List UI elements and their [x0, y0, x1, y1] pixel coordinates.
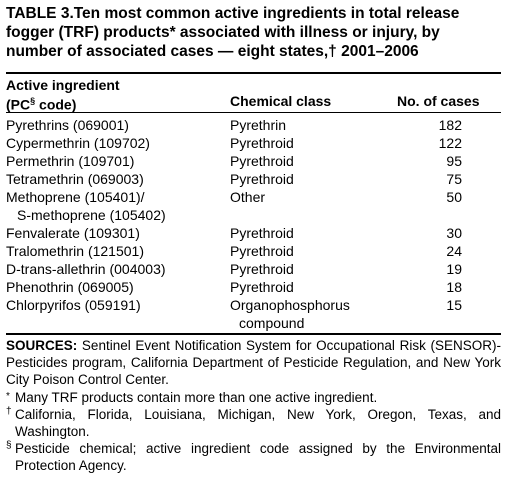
- header-chemical-class: Chemical class: [230, 93, 332, 109]
- row-7-class: Pyrethroid: [230, 243, 294, 259]
- footnote-section: § Pesticide chemical; active ingredient …: [6, 440, 501, 474]
- title-line-1: TABLE 3.Ten most common active ingredien…: [6, 5, 460, 22]
- row-1-ingredient: Pyrethrins (069001): [6, 117, 129, 133]
- row-6-cases: 30: [446, 225, 462, 241]
- row-7-cases: 24: [446, 243, 462, 259]
- row-2-ingredient: Cypermethrin (109702): [6, 135, 150, 151]
- row-4-ingredient: Tetramethrin (069003): [6, 171, 144, 187]
- row-10-cases: 15: [446, 297, 462, 313]
- header-ingredient-line1: Active ingredient: [6, 77, 120, 93]
- row-6-class: Pyrethroid: [230, 225, 294, 241]
- footnote-mark: †: [6, 406, 12, 417]
- header-cases: No. of cases: [397, 93, 480, 109]
- row-4-class: Pyrethroid: [230, 171, 294, 187]
- title-line-3: number of associated cases — eight state…: [6, 43, 419, 60]
- sources-label: SOURCES:: [6, 338, 78, 353]
- row-10-class-cont: compound: [239, 315, 305, 331]
- row-3-ingredient: Permethrin (109701): [6, 153, 135, 169]
- row-5-ingredient-cont: S-methoprene (105402): [17, 207, 166, 223]
- footnote-dagger: † California, Florida, Louisiana, Michig…: [6, 406, 501, 440]
- row-8-class: Pyrethroid: [230, 261, 294, 277]
- rule-header: [6, 112, 501, 113]
- row-5-ingredient: Methoprene (105401)/: [6, 189, 145, 205]
- sources-text: Sentinel Event Notification System for O…: [6, 338, 501, 387]
- row-9-cases: 18: [446, 279, 462, 295]
- rule-bottom: [6, 333, 501, 335]
- title-line-2: fogger (TRF) products* associated with i…: [6, 24, 440, 41]
- row-3-cases: 95: [446, 153, 462, 169]
- rule-top: [6, 72, 501, 74]
- footnote-text: California, Florida, Louisiana, Michigan…: [15, 407, 501, 439]
- row-2-cases: 122: [438, 135, 462, 151]
- row-7-ingredient: Tralomethrin (121501): [6, 243, 144, 259]
- row-5-cases: 50: [446, 189, 462, 205]
- row-2-class: Pyrethroid: [230, 135, 294, 151]
- header-ingredient-line2: (PC§ code): [6, 96, 77, 113]
- footnote-mark: §: [6, 440, 12, 451]
- row-8-cases: 19: [446, 261, 462, 277]
- row-10-class: Organophosphorus: [230, 297, 350, 313]
- row-3-class: Pyrethroid: [230, 153, 294, 169]
- row-4-cases: 75: [446, 171, 462, 187]
- row-6-ingredient: Fenvalerate (109301): [6, 225, 140, 241]
- row-9-class: Pyrethroid: [230, 279, 294, 295]
- row-10-ingredient: Chlorpyrifos (059191): [6, 297, 141, 313]
- footnote-asterisk: * Many TRF products contain more than on…: [6, 389, 501, 406]
- footnote-mark: *: [6, 391, 10, 402]
- table-title: TABLE 3.Ten most common active ingredien…: [6, 4, 506, 61]
- row-8-ingredient: D-trans-allethrin (004003): [6, 261, 166, 277]
- header-section-mark: §: [30, 96, 36, 106]
- footnote-text: Pesticide chemical; active ingredient co…: [15, 441, 501, 473]
- row-5-class: Other: [230, 189, 266, 205]
- row-9-ingredient: Phenothrin (069005): [6, 279, 134, 295]
- row-1-cases: 182: [438, 117, 462, 133]
- footnote-text: Many TRF products contain more than one …: [15, 390, 378, 405]
- sources-note: SOURCES: Sentinel Event Notification Sys…: [6, 337, 501, 388]
- row-1-class: Pyrethrin: [230, 117, 287, 133]
